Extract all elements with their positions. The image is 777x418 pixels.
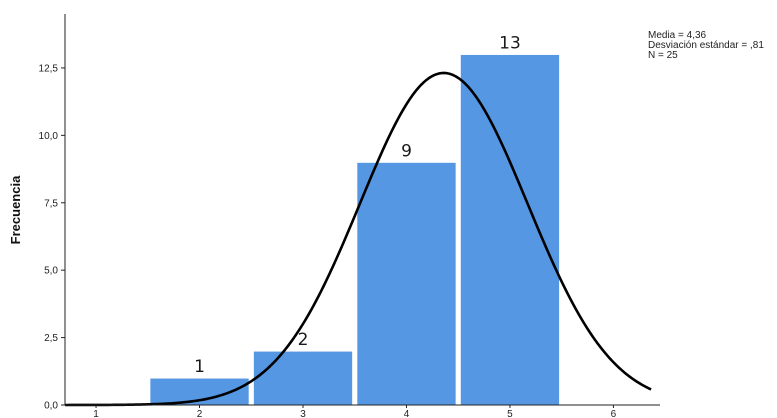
curve-layer	[65, 71, 652, 407]
histogram-bar	[252, 350, 354, 406]
y-tick-label: 7,5	[44, 198, 58, 209]
y-tick-label: 2,5	[44, 333, 58, 344]
bar-value-label: 2	[298, 330, 309, 350]
stats-box: Media = 4,36 Desviación estándar = ,81 N…	[648, 30, 764, 61]
x-tick-label: 2	[197, 409, 203, 418]
x-tick-label: 3	[300, 409, 306, 418]
y-tick-label: 10,0	[39, 131, 59, 142]
stats-std: Desviación estándar = ,81	[648, 40, 764, 51]
y-tick-label: 5,0	[44, 266, 58, 277]
histogram-bar	[459, 53, 561, 406]
y-ticks-layer: 0,0 2,5 5,0 7,5 10,0 12,5	[39, 63, 65, 412]
x-tick-label: 5	[507, 409, 513, 418]
data-labels-layer: 1 2 9 13	[194, 33, 521, 377]
normal-curve	[65, 71, 652, 407]
x-tick-label: 1	[93, 409, 99, 418]
bar-value-label: 9	[401, 141, 412, 161]
bar-value-label: 13	[499, 33, 521, 53]
bar-value-label: 1	[194, 357, 205, 377]
y-tick-label: 0,0	[44, 401, 58, 412]
histogram-bar	[356, 161, 457, 406]
x-tick-label: 6	[611, 409, 617, 418]
y-axis-title: Frecuencia	[8, 175, 23, 244]
bars-layer	[149, 53, 561, 406]
stats-n: N = 25	[648, 50, 678, 61]
y-tick-label: 12,5	[39, 63, 59, 74]
x-tick-label: 4	[404, 409, 410, 418]
x-ticks-layer: 1 2 3 4 5 6	[93, 405, 617, 418]
stats-mean: Media = 4,36	[648, 30, 707, 41]
